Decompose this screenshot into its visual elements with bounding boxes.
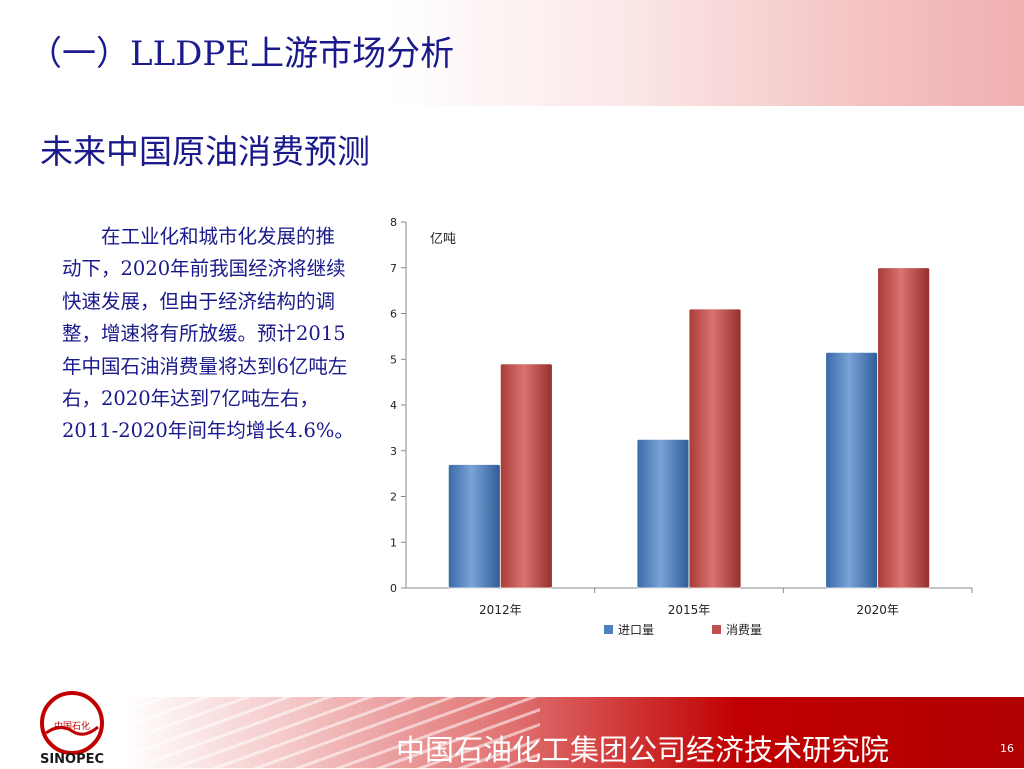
page-number: 16 [1000, 742, 1014, 755]
x-category-label: 2012年 [479, 603, 522, 617]
chart-legend: 进口量 消费量 [604, 623, 762, 637]
organization-name: 中国石油化工集团公司经济技术研究院 [396, 733, 890, 767]
slide-subtitle: 未来中国原油消费预测 [40, 132, 370, 171]
x-category-label: 2015年 [668, 603, 711, 617]
svg-text:SINOPEC: SINOPEC [40, 752, 104, 767]
footer-stripes [120, 697, 540, 768]
svg-text:中国石化: 中国石化 [54, 720, 90, 732]
legend-label: 消费量 [726, 623, 762, 637]
y-tick-label: 6 [390, 308, 397, 321]
y-tick-label: 8 [390, 216, 397, 229]
y-tick-label: 1 [390, 536, 397, 549]
page-title: （一）LLDPE上游市场分析 [28, 34, 455, 74]
y-tick-label: 3 [390, 445, 397, 458]
bar-import-0 [447, 464, 501, 589]
header-band [0, 0, 1024, 106]
legend-swatch [712, 625, 721, 634]
y-tick-label: 5 [390, 353, 397, 366]
bar-consumption-0 [499, 363, 553, 589]
sinopec-logo: 中国石化 SINOPEC [40, 691, 104, 767]
body-paragraph: 在工业化和城市化发展的推动下，2020年前我国经济将继续快速发展，但由于经济结构… [62, 225, 354, 443]
y-tick-label: 2 [390, 491, 397, 504]
y-tick-label: 7 [390, 262, 397, 275]
legend-label: 进口量 [618, 623, 654, 637]
bar-consumption-2 [877, 267, 931, 589]
x-category-label: 2020年 [856, 603, 899, 617]
bar-chart: 0 1 2 3 4 5 6 7 8 2012年 2015年 2020年 亿吨 进口量 消费量 [390, 216, 973, 637]
y-tick-label: 4 [390, 399, 397, 412]
bar-import-2 [825, 351, 879, 589]
y-tick-label: 0 [390, 582, 397, 595]
legend-swatch [604, 625, 613, 634]
chart-axes: 0 1 2 3 4 5 6 7 8 2012年 2015年 2020年 [390, 216, 973, 617]
bar-import-1 [636, 438, 690, 589]
chart-bars [447, 267, 931, 589]
y-axis-unit-label: 亿吨 [430, 232, 456, 247]
bar-consumption-1 [688, 308, 742, 589]
